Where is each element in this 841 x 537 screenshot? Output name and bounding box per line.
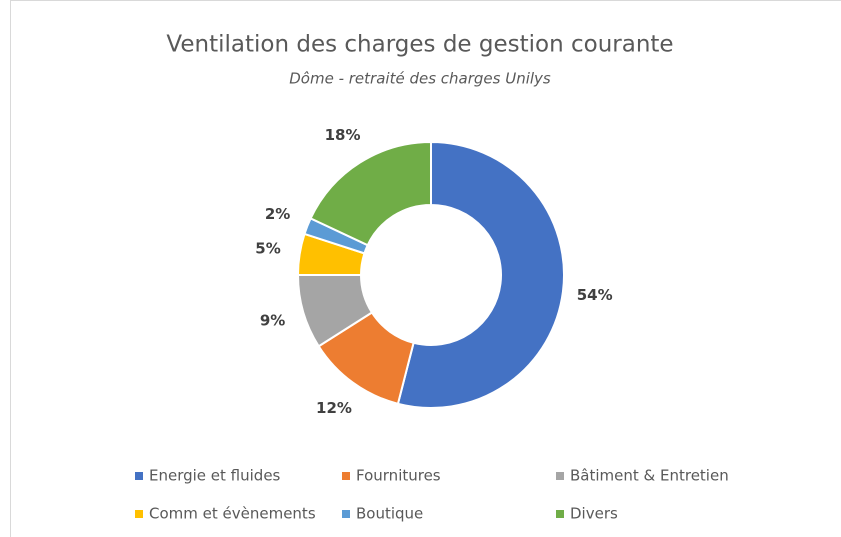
- chart-title: Ventilation des charges de gestion coura…: [166, 32, 673, 58]
- data-label: 9%: [260, 312, 285, 330]
- legend-marker: [556, 472, 564, 480]
- legend-marker: [135, 510, 143, 518]
- data-label: 54%: [577, 286, 613, 304]
- data-label: 5%: [255, 240, 280, 258]
- chart-subtitle: Dôme - retraité des charges Unilys: [289, 70, 551, 88]
- donut-slice: [309, 140, 432, 247]
- data-label: 18%: [325, 126, 361, 144]
- legend-marker: [342, 510, 350, 518]
- legend-label: Boutique: [356, 505, 423, 523]
- data-label: 2%: [265, 205, 290, 223]
- legend-label: Comm et évènements: [149, 505, 316, 523]
- donut-slice: [396, 140, 565, 409]
- legend-label: Fournitures: [356, 467, 441, 485]
- legend-marker: [135, 472, 143, 480]
- legend-label: Energie et fluides: [149, 467, 281, 485]
- legend-label: Bâtiment & Entretien: [570, 467, 729, 485]
- legend-marker: [556, 510, 564, 518]
- legend-label: Divers: [570, 505, 618, 523]
- legend-marker: [342, 472, 350, 480]
- chart-area: [10, 0, 841, 537]
- data-label: 12%: [316, 399, 352, 417]
